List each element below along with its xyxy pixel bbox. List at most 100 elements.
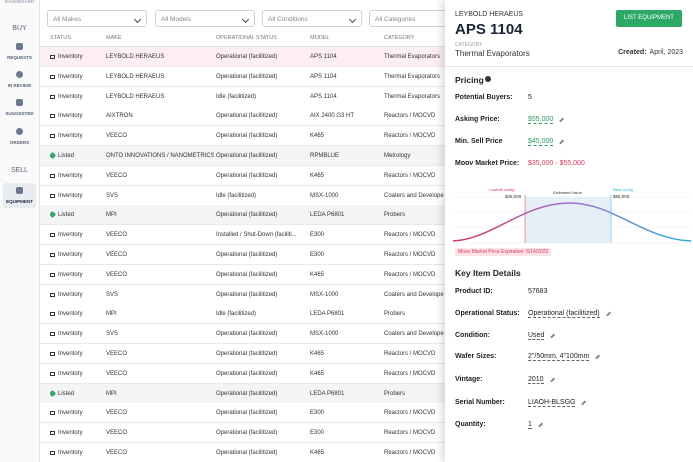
- cell-text: Probers: [384, 212, 406, 219]
- nav-dashboard[interactable]: DASHBOARD: [4, 0, 35, 4]
- table-row[interactable]: Inventory VEECO Operational (facilitized) K…: [40, 344, 450, 364]
- cell: Inventory: [50, 47, 104, 67]
- cell-text: Probers: [384, 311, 406, 318]
- field-value[interactable]: $45,000: [528, 138, 554, 146]
- edit-icon[interactable]: [606, 311, 611, 317]
- make: LEYBOLD HERAEUS: [455, 11, 524, 18]
- status-icon: [50, 292, 55, 297]
- status-icon: [50, 332, 55, 337]
- table-row[interactable]: Inventory SVS Operational (facilitized) MSX…: [40, 284, 450, 305]
- table-row[interactable]: Listed MPI Operational (facilitized) LEDA P…: [40, 383, 450, 404]
- edit-icon[interactable]: [581, 400, 586, 406]
- status-icon: [50, 272, 55, 277]
- table-row[interactable]: Inventory VEECO Installed / Shut-Down (fac…: [40, 225, 450, 246]
- list-equipment-button[interactable]: LIST EQUIPMENT: [616, 10, 682, 27]
- table-row[interactable]: Inventory VEECO Operational (facilitized) K…: [40, 443, 450, 462]
- status-icon: [50, 151, 57, 160]
- nav-item[interactable]: EQUIPMENT: [6, 199, 33, 204]
- section-title: Pricing: [455, 75, 484, 85]
- cell-text: Operational (facilitized): [216, 73, 278, 80]
- table-row[interactable]: Inventory VEECO Operational (facilitized) K…: [40, 363, 450, 384]
- table-row[interactable]: Inventory VEECO Operational (facilitized) E…: [40, 403, 450, 424]
- cell-text: E300: [310, 430, 325, 437]
- cell-text: Operational (facilitized): [216, 370, 278, 377]
- cell-text: Operational (facilitized): [216, 331, 278, 338]
- table-row[interactable]: Inventory VEECO Operational (facilitized) K…: [40, 264, 450, 285]
- cell: K465: [310, 265, 382, 285]
- cell-text: Metrology: [384, 153, 411, 159]
- table-row[interactable]: Inventory VEECO Operational (facilitized) K…: [40, 165, 450, 186]
- cell-text: Operational (facilitized): [216, 351, 278, 357]
- table-row[interactable]: Inventory LEYBOLD HERAEUS Operational (fac…: [40, 66, 450, 87]
- status-icon: [50, 55, 55, 59]
- cell-text: Operational (facilitized): [216, 390, 278, 397]
- cell: K465: [310, 344, 382, 364]
- edit-icon[interactable]: [538, 422, 543, 428]
- edit-icon[interactable]: [559, 117, 564, 123]
- cell-text: ONTO INNOVATIONS / NANOMETRICS: [106, 153, 214, 159]
- cell-text: VEECO: [106, 450, 128, 456]
- cell: Inventory: [50, 106, 104, 126]
- cell: Listed: [50, 205, 104, 225]
- cell: Operational (facilitized): [216, 245, 308, 265]
- status-icon: [50, 312, 55, 317]
- cell-text: Inventory: [58, 54, 83, 60]
- field-value[interactable]: 2"/50mm, 4"100mm: [528, 353, 590, 361]
- filter-dropdown[interactable]: All Categories: [369, 10, 469, 27]
- status-icon: [50, 114, 55, 119]
- edit-icon[interactable]: [595, 354, 600, 360]
- cell-text: Reactors / MOCVD: [384, 450, 436, 456]
- nav-item[interactable]: SUGGESTED: [5, 111, 34, 116]
- cell: Reactors / MOCVD: [384, 265, 446, 285]
- field-value[interactable]: 2010: [528, 376, 544, 384]
- edit-icon[interactable]: [550, 333, 555, 339]
- table-row[interactable]: Inventory SVS Operational (facilitized) MSX…: [40, 324, 450, 345]
- divider: [445, 66, 693, 67]
- table-row[interactable]: Inventory AIXTRON Operational (facilitized…: [40, 106, 450, 127]
- cell-text: MSX-1000: [310, 291, 339, 298]
- field-value: 5: [528, 94, 532, 101]
- nav-item[interactable]: IN REVIEW: [7, 83, 32, 88]
- cell: Operational (facilitized): [216, 285, 308, 305]
- field-label: Condition:: [455, 332, 490, 339]
- cell-text: RPMBLUE: [310, 153, 340, 159]
- cell-text: Operational (facilitized): [216, 133, 278, 140]
- status-icon: [50, 74, 55, 79]
- table-row[interactable]: Inventory MPI Idle (facilitized) LEDA P6801…: [40, 304, 450, 325]
- estimate-band: [525, 197, 611, 243]
- field-value[interactable]: 1: [528, 421, 532, 429]
- cell: Operational (facilitized): [216, 384, 308, 404]
- cell: MPI: [106, 384, 214, 404]
- cell-text: E300: [310, 232, 325, 239]
- field-value[interactable]: LIAOH-BLSGG: [528, 399, 576, 407]
- cell-text: Inventory: [58, 252, 83, 258]
- filter-dropdown[interactable]: All Conditions: [262, 10, 362, 27]
- cell: Metrology: [384, 146, 446, 166]
- table-row[interactable]: Inventory VEECO Operational (facilitized) K…: [40, 126, 450, 147]
- cell-text: Listed: [58, 390, 75, 397]
- table-row[interactable]: Listed ONTO INNOVATIONS / NANOMETRICS Oper…: [40, 146, 450, 166]
- table-row[interactable]: Inventory SVS Idle (facilitized) MSX-1000 Co…: [40, 185, 450, 206]
- field-value[interactable]: Used: [528, 332, 545, 340]
- table-row[interactable]: Listed MPI Operational (facilitized) LEDA P…: [40, 205, 450, 226]
- filter-dropdown[interactable]: All Makes: [47, 10, 147, 27]
- cell-text: Operational (facilitized): [216, 54, 278, 60]
- table-row[interactable]: Inventory VEECO Operational (facilitized) E…: [40, 423, 450, 444]
- nav-item[interactable]: ORDERS: [9, 140, 30, 145]
- cell: Inventory: [50, 344, 104, 364]
- nav-item[interactable]: REQUESTS: [7, 55, 32, 60]
- chart-label: Best config: [613, 187, 633, 192]
- edit-icon[interactable]: [559, 139, 564, 145]
- chart-label: Lowball config: [489, 187, 515, 192]
- field-value[interactable]: Operational (facilitized): [528, 310, 600, 318]
- field-value[interactable]: $55,000: [528, 116, 554, 124]
- table-row[interactable]: Inventory VEECO Operational (facilitized) E…: [40, 245, 450, 265]
- cell: Inventory: [50, 364, 104, 384]
- field-label: Product ID:: [455, 288, 493, 295]
- edit-icon[interactable]: [550, 377, 555, 383]
- filter-dropdown[interactable]: All Models: [155, 10, 255, 27]
- table-row[interactable]: Inventory LEYBOLD HERAEUS Idle (facilitize…: [40, 86, 450, 107]
- cell-text: Inventory: [58, 450, 83, 456]
- table-row[interactable]: Inventory LEYBOLD HERAEUS Operational (fac…: [40, 47, 450, 67]
- cell-text: K465: [310, 351, 325, 357]
